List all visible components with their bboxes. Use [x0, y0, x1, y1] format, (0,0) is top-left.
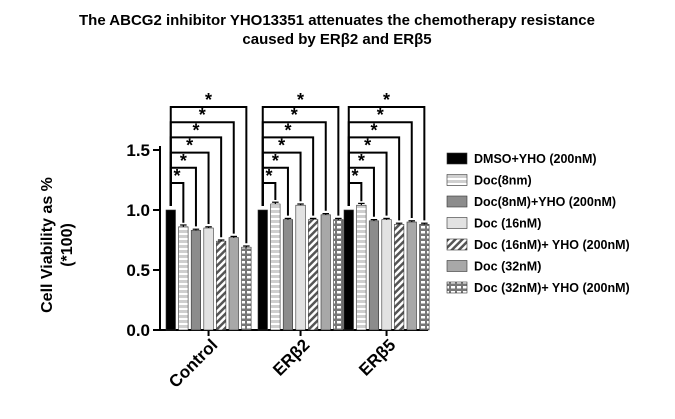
bar: [178, 226, 189, 331]
significance-star: *: [358, 151, 365, 171]
significance-star: *: [180, 151, 187, 171]
significance-star: *: [370, 120, 377, 140]
significance-star: *: [297, 90, 304, 110]
bar: [320, 214, 331, 331]
legend-swatch: [446, 195, 468, 208]
bar: [394, 224, 405, 331]
x-tick-label: Control: [165, 335, 221, 391]
chart-title-line-1: The ABCG2 inhibitor YHO13351 attenuates …: [79, 12, 595, 29]
significance-star: *: [205, 90, 212, 110]
y-axis-label-line-1: Cell Viability as %: [39, 177, 56, 313]
significance-star: *: [192, 120, 199, 140]
legend: DMSO+YHO (200nM) Doc(8nm) Doc(8nM)+YHO (20…: [446, 152, 630, 295]
bar: [343, 209, 354, 331]
y-tick-label: 0.0: [126, 321, 150, 340]
bar: [270, 203, 281, 331]
legend-label: Doc (32nM): [474, 260, 541, 274]
y-tick-label: 0.5: [126, 261, 150, 280]
y-axis-label-line-2: (*100): [59, 223, 76, 267]
significance-bracket: [347, 106, 426, 221]
legend-label: Doc (32nM)+ YHO (200nM): [474, 281, 630, 295]
bar: [295, 204, 306, 331]
bar: [406, 221, 417, 331]
bar: [419, 224, 430, 331]
legend-label: Doc(8nm): [474, 174, 532, 188]
bar: [203, 227, 214, 331]
y-tick-label: 1.5: [126, 141, 150, 160]
legend-swatch: [446, 281, 468, 294]
bar: [356, 204, 367, 331]
bar: [308, 219, 319, 331]
significance-star: *: [352, 166, 359, 186]
legend-swatch: [446, 152, 468, 165]
legend-swatch: [446, 174, 468, 186]
bar: [381, 219, 392, 331]
significance-star: *: [377, 105, 384, 125]
significance-brackets: ******************: [169, 90, 426, 244]
bar: [216, 240, 227, 331]
significance-star: *: [174, 166, 181, 186]
bar: [282, 219, 294, 331]
chart-title-line-2: caused by ERβ2 and ERβ5: [242, 31, 431, 48]
legend-swatch: [446, 260, 468, 272]
bar: [190, 230, 201, 331]
legend-label: Doc (16nM)+ YHO (200nM): [474, 238, 630, 252]
significance-star: *: [199, 105, 206, 125]
x-tick-label: ERβ2: [269, 335, 313, 379]
significance-star: *: [383, 90, 390, 110]
bars: [165, 201, 430, 331]
significance-star: *: [272, 151, 279, 171]
legend-swatch: [446, 217, 468, 229]
legend-label: Doc(8nM)+YHO (200nM): [474, 195, 616, 209]
bar: [257, 209, 268, 331]
bar: [368, 220, 380, 331]
bar: [165, 209, 176, 331]
legend-swatch: [446, 238, 468, 251]
legend-label: Doc (16nM): [474, 217, 541, 231]
significance-bracket: [347, 182, 363, 206]
significance-star: *: [364, 136, 371, 156]
bar: [241, 246, 252, 331]
bar: [228, 237, 239, 331]
significance-bracket: [169, 151, 210, 224]
significance-bracket: [169, 106, 248, 244]
x-tick-label: ERβ5: [355, 335, 399, 379]
bar: [333, 219, 344, 331]
legend-label: DMSO+YHO (200nM): [474, 152, 597, 166]
significance-star: *: [186, 136, 193, 156]
y-tick-label: 1.0: [126, 201, 150, 220]
significance-star: *: [284, 120, 291, 140]
significance-bracket: [261, 106, 340, 216]
significance-star: *: [278, 136, 285, 156]
significance-star: *: [291, 105, 298, 125]
significance-star: *: [266, 166, 273, 186]
